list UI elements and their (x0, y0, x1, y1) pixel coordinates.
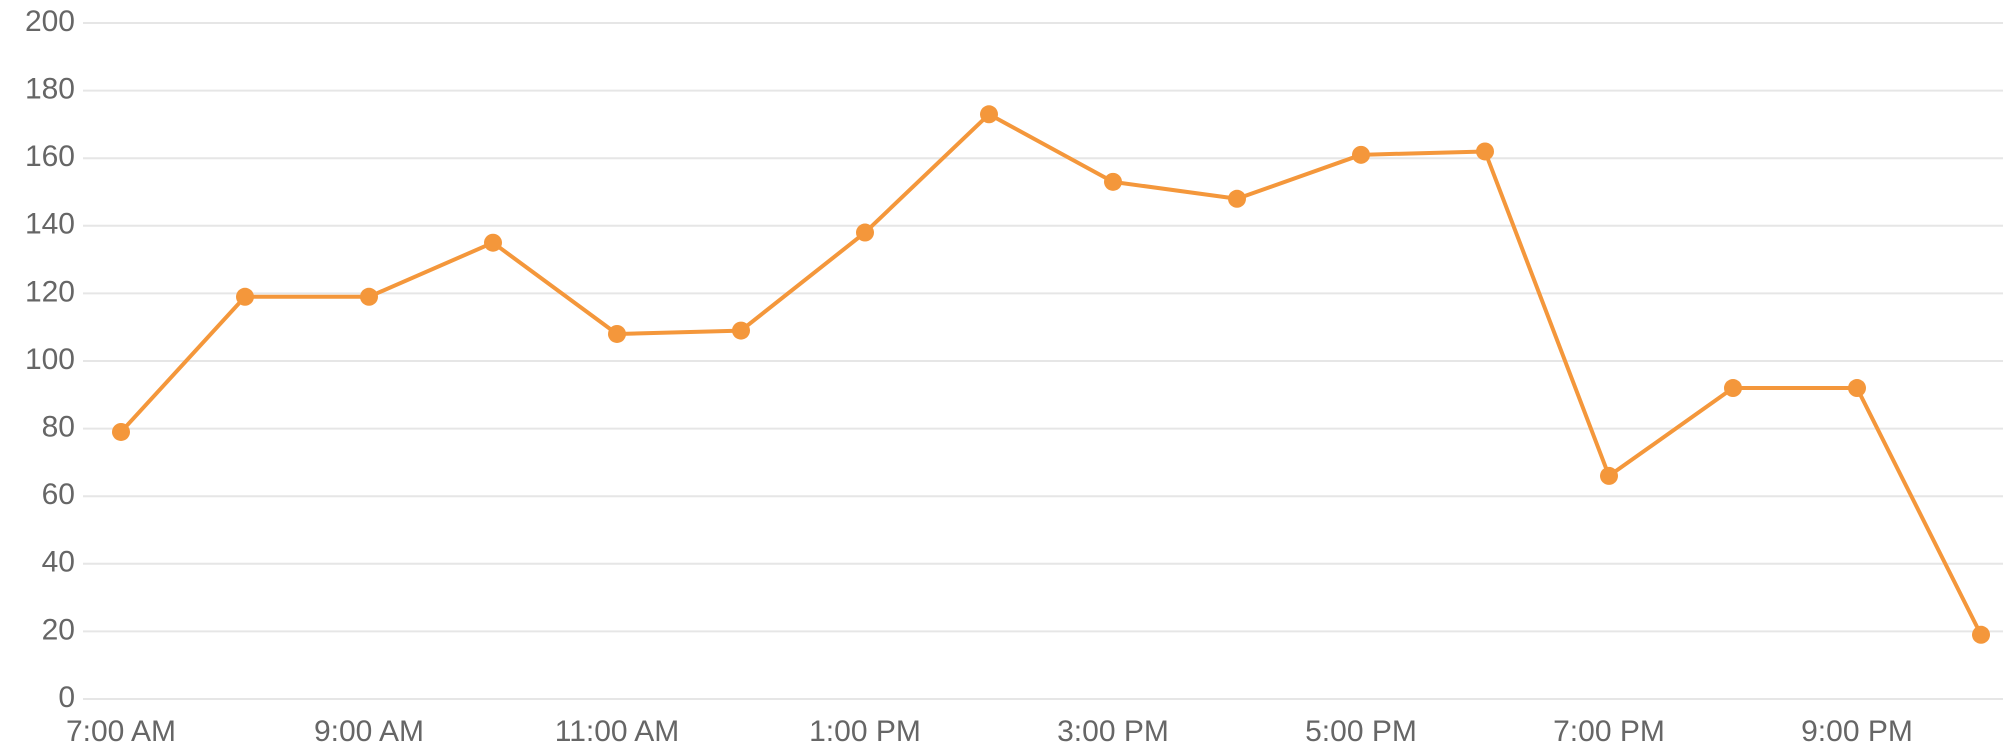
y-tick-label: 140 (25, 208, 75, 241)
point (1600, 466, 1618, 485)
y-tick-label: 180 (25, 73, 75, 106)
y-tick-label: 80 (42, 411, 75, 444)
point (112, 422, 130, 441)
y-tick-label: 60 (42, 478, 75, 511)
point (236, 287, 254, 306)
x-tick-label: 11:00 AM (555, 715, 680, 748)
y-tick-label: 200 (25, 5, 75, 38)
point (360, 287, 378, 306)
point (856, 223, 874, 242)
point (1104, 172, 1122, 191)
point (484, 233, 502, 252)
x-tick-label: 9:00 PM (1801, 715, 1913, 748)
point (608, 324, 626, 343)
y-tick-label: 0 (58, 681, 75, 714)
point (1352, 145, 1370, 164)
y-tick-label: 120 (25, 275, 75, 308)
point (1228, 189, 1246, 208)
y-tick-label: 160 (25, 140, 75, 173)
point (1724, 379, 1742, 398)
y-tick-label: 40 (42, 546, 75, 579)
x-tick-label: 1:00 PM (809, 715, 921, 748)
x-tick-label: 7:00 PM (1553, 715, 1665, 748)
x-tick-label: 5:00 PM (1305, 715, 1417, 748)
x-tick-label: 3:00 PM (1057, 715, 1169, 748)
point (1848, 379, 1866, 398)
point (1972, 625, 1990, 644)
point (1476, 142, 1494, 161)
x-tick-label: 9:00 AM (314, 715, 424, 748)
line (119, 112, 1983, 636)
y-tick-label: 100 (25, 343, 75, 376)
point (980, 105, 998, 124)
x-tick-label: 7:00 AM (66, 715, 176, 748)
point (732, 321, 750, 340)
y-tick-label: 20 (42, 613, 75, 646)
